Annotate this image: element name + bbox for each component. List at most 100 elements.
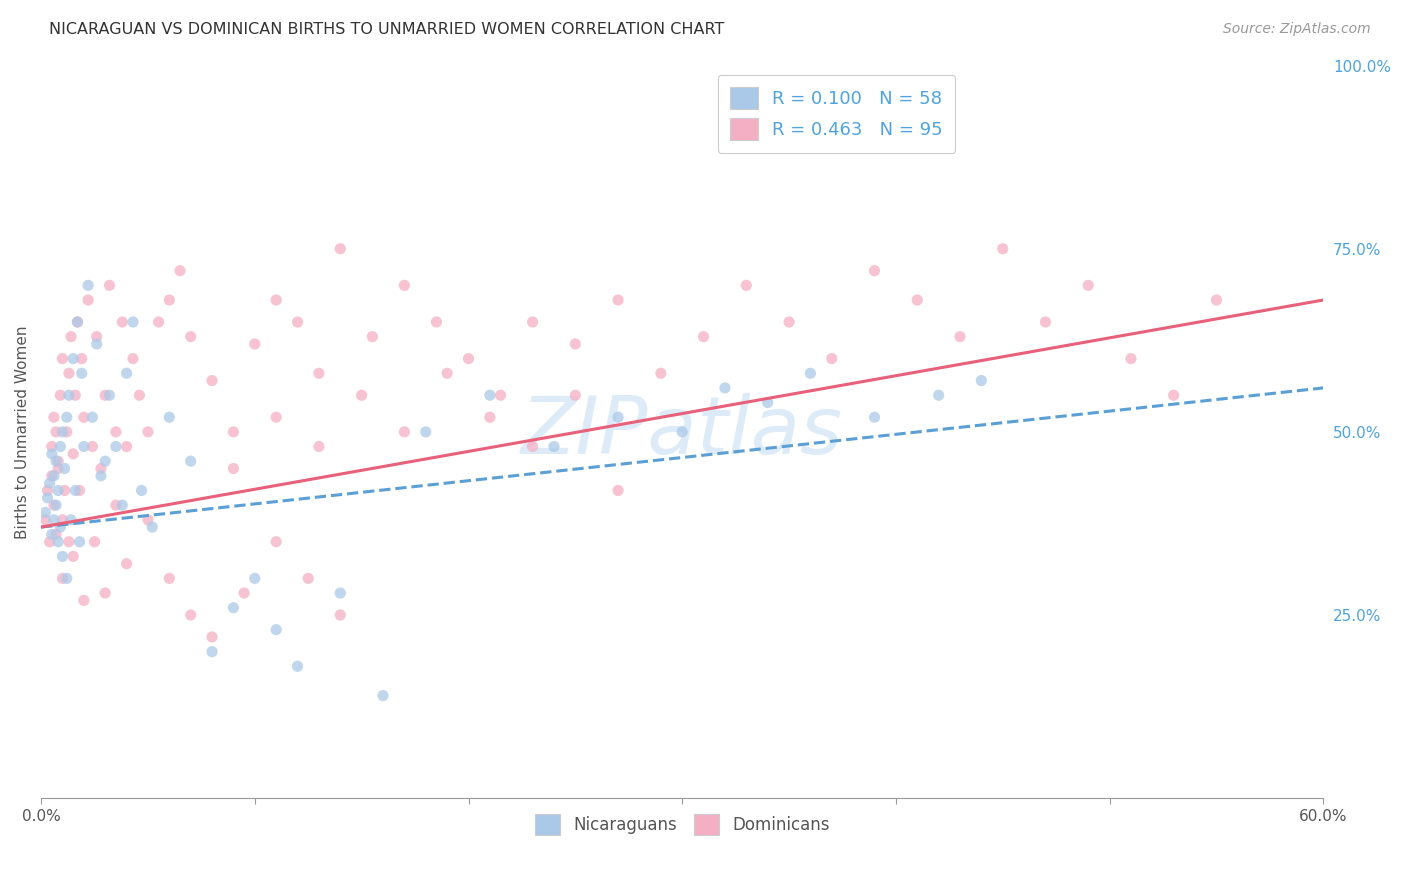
Legend: Nicaraguans, Dominicans: Nicaraguans, Dominicans	[524, 805, 839, 845]
Point	[38, 476, 60, 491]
Point	[714, 381, 737, 395]
Point	[1163, 388, 1185, 402]
Point	[45, 527, 67, 541]
Point	[46, 461, 69, 475]
Point	[90, 461, 112, 475]
Point	[51, 425, 73, 439]
Point	[51, 549, 73, 564]
Point	[77, 293, 100, 307]
Point	[607, 410, 630, 425]
Point	[415, 425, 437, 439]
Point	[489, 388, 512, 402]
Point	[201, 630, 224, 644]
Point	[863, 410, 886, 425]
Point	[692, 329, 714, 343]
Point	[46, 534, 69, 549]
Point	[735, 278, 758, 293]
Point	[607, 483, 630, 498]
Point	[73, 410, 96, 425]
Point	[60, 329, 83, 343]
Point	[394, 425, 416, 439]
Point	[905, 293, 928, 307]
Point	[243, 337, 266, 351]
Point	[73, 440, 96, 454]
Point	[970, 374, 993, 388]
Point	[141, 520, 163, 534]
Point	[82, 410, 104, 425]
Point	[361, 329, 384, 343]
Point	[115, 440, 138, 454]
Text: Source: ZipAtlas.com: Source: ZipAtlas.com	[1223, 22, 1371, 37]
Point	[41, 527, 63, 541]
Point	[180, 329, 202, 343]
Point	[42, 468, 65, 483]
Point	[222, 461, 245, 475]
Point	[201, 645, 224, 659]
Point	[371, 689, 394, 703]
Point	[136, 425, 159, 439]
Point	[41, 447, 63, 461]
Point	[104, 440, 127, 454]
Point	[457, 351, 479, 366]
Point	[45, 498, 67, 512]
Y-axis label: Births to Unmarried Women: Births to Unmarried Women	[15, 325, 30, 539]
Point	[756, 395, 779, 409]
Point	[70, 351, 93, 366]
Point	[329, 242, 352, 256]
Point	[264, 293, 287, 307]
Point	[38, 534, 60, 549]
Point	[42, 410, 65, 425]
Point	[157, 571, 180, 585]
Point	[45, 454, 67, 468]
Point	[73, 593, 96, 607]
Point	[136, 513, 159, 527]
Point	[66, 315, 89, 329]
Point	[131, 483, 153, 498]
Point	[60, 513, 83, 527]
Point	[671, 425, 693, 439]
Point	[42, 513, 65, 527]
Point	[51, 571, 73, 585]
Point	[308, 366, 330, 380]
Point	[55, 425, 77, 439]
Point	[104, 425, 127, 439]
Point	[201, 374, 224, 388]
Point	[58, 534, 80, 549]
Point	[82, 440, 104, 454]
Point	[104, 498, 127, 512]
Point	[264, 623, 287, 637]
Point	[329, 607, 352, 622]
Point	[180, 607, 202, 622]
Point	[69, 534, 91, 549]
Point	[65, 388, 87, 402]
Point	[522, 315, 544, 329]
Point	[45, 425, 67, 439]
Point	[77, 278, 100, 293]
Point	[350, 388, 373, 402]
Point	[98, 388, 121, 402]
Point	[478, 410, 501, 425]
Point	[65, 483, 87, 498]
Point	[169, 263, 191, 277]
Point	[1035, 315, 1057, 329]
Point	[62, 447, 84, 461]
Point	[53, 461, 76, 475]
Point	[222, 425, 245, 439]
Point	[49, 388, 72, 402]
Point	[69, 483, 91, 498]
Point	[650, 366, 672, 380]
Point	[34, 513, 56, 527]
Point	[778, 315, 800, 329]
Point	[58, 388, 80, 402]
Point	[308, 440, 330, 454]
Point	[37, 491, 59, 505]
Point	[94, 388, 117, 402]
Point	[37, 483, 59, 498]
Point	[62, 549, 84, 564]
Point	[222, 600, 245, 615]
Point	[287, 659, 309, 673]
Point	[863, 263, 886, 277]
Point	[111, 498, 134, 512]
Point	[49, 440, 72, 454]
Text: NICARAGUAN VS DOMINICAN BIRTHS TO UNMARRIED WOMEN CORRELATION CHART: NICARAGUAN VS DOMINICAN BIRTHS TO UNMARR…	[49, 22, 724, 37]
